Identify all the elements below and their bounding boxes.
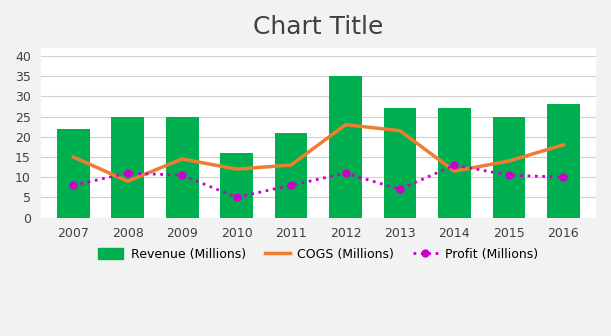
Bar [547, 104, 580, 218]
Title: Chart Title: Chart Title [253, 15, 384, 39]
Bar [384, 109, 416, 218]
Bar [111, 117, 144, 218]
Bar [57, 129, 90, 218]
Bar [438, 109, 470, 218]
Bar [492, 117, 525, 218]
Bar [166, 117, 199, 218]
Bar [221, 153, 253, 218]
Bar [275, 133, 307, 218]
Legend: Revenue (Millions), COGS (Millions), Profit (Millions): Revenue (Millions), COGS (Millions), Pro… [93, 243, 543, 266]
Bar [329, 76, 362, 218]
